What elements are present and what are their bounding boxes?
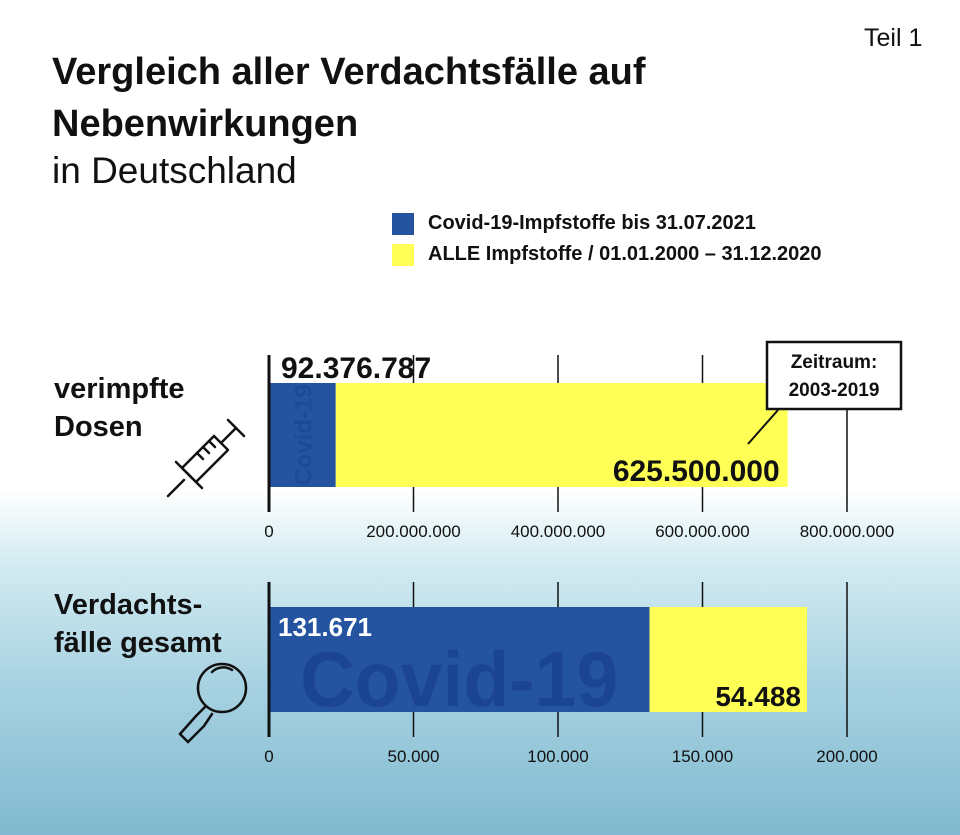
category-label-doses: verimpfte Dosen (54, 370, 185, 446)
category-line: fälle gesamt (54, 627, 222, 659)
legend-swatch-covid (392, 212, 414, 235)
category-line: Dosen (54, 411, 143, 443)
data-label-all: 54.488 (715, 681, 801, 712)
legend-swatch-all (392, 243, 414, 266)
bar-watermark: Covid-19 (290, 384, 317, 485)
bar-watermark: Covid-19 (300, 635, 618, 723)
tick-label: 50.000 (388, 747, 440, 766)
tick-label: 0 (264, 747, 273, 766)
tick-label: 200.000 (816, 747, 877, 766)
bar-segment-all (335, 383, 788, 487)
legend: Covid-19-Impfstoffe bis 31.07.2021 ALLE … (392, 208, 822, 270)
bar-segment-covid (269, 383, 336, 487)
tick-label: 200.000.000 (366, 522, 461, 541)
tick-label: 0 (264, 522, 273, 541)
syringe-icon (166, 418, 246, 498)
legend-label-covid: Covid-19-Impfstoffe bis 31.07.2021 (428, 212, 756, 234)
category-line: Verdachts- (54, 589, 203, 621)
tick-label: 600.000.000 (655, 522, 750, 541)
tick-label: 400.000.000 (511, 522, 606, 541)
annotation-leader (747, 409, 779, 445)
magnifier-icon (178, 662, 248, 744)
chart-subtitle: in Deutschland (52, 150, 297, 191)
annotation-line2: 2003-2019 (789, 380, 880, 401)
data-label-covid: 92.376.787 (281, 352, 431, 385)
chart-title: Vergleich aller Verdachtsfälle auf Neben… (52, 51, 646, 145)
tick-label: 800.000.000 (800, 522, 895, 541)
data-label-all: 625.500.000 (613, 455, 780, 488)
category-line: verimpfte (54, 373, 185, 405)
tick-label: 100.000 (527, 747, 588, 766)
data-label-covid: 131.671 (278, 612, 372, 642)
bar-segment-all (649, 607, 807, 712)
tick-label: 150.000 (672, 747, 733, 766)
annotation-box (765, 340, 903, 411)
part-label: Teil 1 (864, 24, 923, 52)
legend-item-all: ALLE Impfstoffe / 01.01.2000 – 31.12.202… (392, 239, 822, 270)
annotation-line1: Zeitraum: (791, 352, 878, 373)
category-label-cases: Verdachts- fälle gesamt (54, 586, 222, 662)
legend-item-covid: Covid-19-Impfstoffe bis 31.07.2021 (392, 208, 822, 239)
bar-segment-covid (269, 607, 650, 712)
legend-label-all: ALLE Impfstoffe / 01.01.2000 – 31.12.202… (428, 243, 822, 265)
